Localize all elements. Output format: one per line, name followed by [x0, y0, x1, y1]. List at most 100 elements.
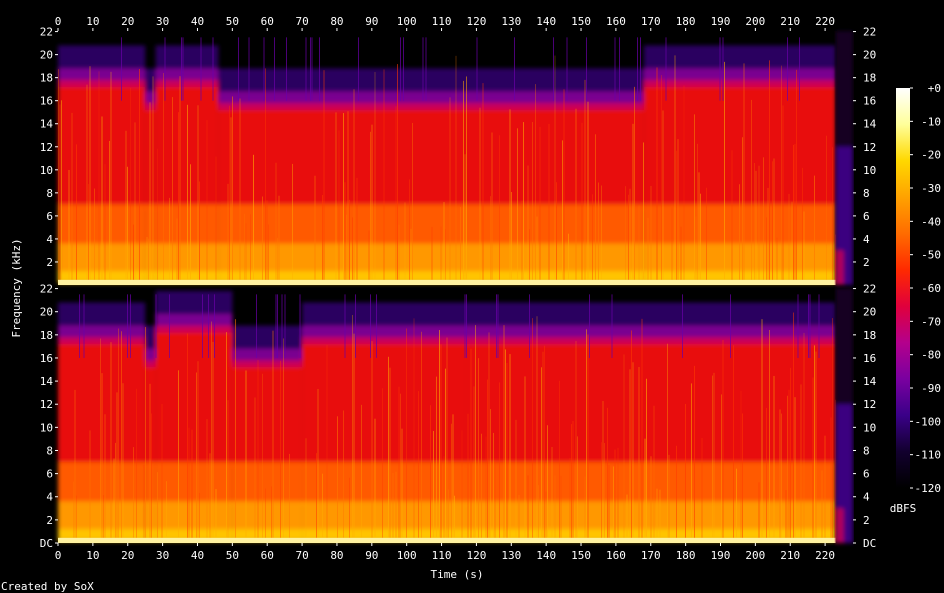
y-tick-label-right: 4 — [863, 233, 870, 246]
y-tick-label-right: 18 — [863, 72, 876, 85]
x-tick-label-bottom: 160 — [606, 549, 626, 562]
spectral-band — [58, 68, 146, 83]
x-tick-label-bottom: 220 — [815, 549, 835, 562]
colorbar-tick-label: -80 — [921, 349, 941, 362]
spectral-band — [155, 68, 219, 83]
spectrogram-channel-1 — [58, 31, 853, 285]
y-tick-label-left: 20 — [40, 306, 53, 319]
spectral-band — [643, 79, 836, 92]
spectral-band — [155, 501, 233, 532]
spectral-band — [465, 243, 644, 274]
spectral-band — [218, 243, 466, 274]
spectral-band — [145, 348, 156, 363]
x-tick-label-bottom: 140 — [536, 549, 556, 562]
x-tick-label-bottom: 70 — [295, 549, 308, 562]
colorbar-tick-label: -10 — [921, 115, 941, 128]
x-tick-label-bottom: 130 — [501, 549, 521, 562]
spectral-band — [145, 271, 156, 284]
y-tick-label-right: 6 — [863, 468, 870, 481]
spectral-band — [145, 360, 156, 372]
spectral-band — [232, 501, 303, 532]
spectral-band — [465, 102, 644, 115]
y-tick-label-left: 6 — [46, 468, 53, 481]
y-tick-label-right: DC — [863, 537, 876, 550]
spectral-band — [465, 325, 836, 340]
y-tick-label-right: 10 — [863, 421, 876, 434]
x-tick-label-top: 90 — [365, 15, 378, 28]
x-tick-label-bottom: 170 — [641, 549, 661, 562]
spectral-texture — [58, 37, 836, 282]
x-tick-label-top: 160 — [606, 15, 626, 28]
spectral-band — [465, 91, 644, 106]
colorbar-tick-label: -60 — [921, 282, 941, 295]
spectral-band — [145, 243, 156, 274]
colorbar-tick-label: -20 — [921, 149, 941, 162]
x-tick-label-top: 180 — [676, 15, 696, 28]
x-axis-top: 0 10 20 30 40 50 60 70 80 90 100 110 120 130 140 150 160… — [55, 15, 835, 31]
spectral-band — [218, 91, 466, 106]
x-tick-label-top: 220 — [815, 15, 835, 28]
dc-band — [58, 279, 836, 285]
y-tick-label-left: 12 — [40, 141, 53, 154]
spectral-band — [218, 109, 466, 211]
x-tick-label-top: 170 — [641, 15, 661, 28]
y-tick-label-right: 16 — [863, 352, 876, 365]
x-tick-label-bottom: 20 — [121, 549, 134, 562]
y-tick-label-left: 10 — [40, 164, 53, 177]
colorbar-tick-label: -70 — [921, 315, 941, 328]
y-tick-label-right: 20 — [863, 49, 876, 62]
x-tick-label-top: 60 — [261, 15, 274, 28]
spectral-texture — [73, 294, 836, 540]
x-tick-label-top: 150 — [571, 15, 591, 28]
y-tick-label-right: 14 — [863, 118, 877, 131]
y-tick-label-left: 18 — [40, 329, 53, 342]
spectral-band — [465, 204, 644, 249]
x-tick-label-bottom: 210 — [780, 549, 800, 562]
spectral-band — [58, 337, 146, 349]
spectral-band — [145, 204, 156, 249]
y-tick-label-right: 22 — [863, 283, 876, 296]
y-tick-label-right: 4 — [863, 491, 870, 504]
y-tick-label-left: 8 — [46, 187, 53, 200]
colorbar-tick-label: -110 — [915, 449, 942, 462]
x-tick-label-bottom: 110 — [432, 549, 452, 562]
spectral-band — [145, 91, 156, 106]
y-tick-label-left: 16 — [40, 352, 53, 365]
spectral-band — [155, 79, 219, 92]
y-tick-label-left: 4 — [46, 491, 53, 504]
y-tick-label-left: 2 — [46, 514, 53, 527]
x-tick-label-bottom: 0 — [55, 549, 62, 562]
y-tick-label-right: 8 — [863, 444, 870, 457]
spectral-band — [465, 109, 644, 211]
fade-out-region — [835, 31, 853, 285]
x-tick-label-top: 0 — [55, 15, 62, 28]
y-tick-label-right: 2 — [863, 256, 870, 269]
y-tick-label-right: 14 — [863, 375, 877, 388]
y-tick-label-left: 12 — [40, 398, 53, 411]
y-tick-label-left: 14 — [40, 375, 54, 388]
fade-out-region — [835, 288, 853, 543]
spectral-band — [58, 79, 146, 92]
x-tick-label-bottom: 10 — [86, 549, 99, 562]
spectral-band — [218, 204, 466, 249]
credit-label: Created by SoX — [1, 580, 94, 593]
spectral-band — [232, 367, 303, 468]
colorbar-tick-label: -50 — [921, 249, 941, 262]
colorbar-tick-label: -120 — [915, 482, 942, 495]
x-tick-label-top: 190 — [711, 15, 731, 28]
x-tick-label-bottom: 80 — [330, 549, 343, 562]
dc-band — [58, 537, 836, 543]
y-tick-label-right: 12 — [863, 398, 876, 411]
x-tick-label-bottom: 100 — [397, 549, 417, 562]
x-tick-label-top: 20 — [121, 15, 134, 28]
colorbar-label: dBFS — [890, 502, 917, 515]
y-tick-label-left: DC — [40, 537, 53, 550]
y-tick-label-right: 10 — [863, 164, 876, 177]
y-tick-label-right: 16 — [863, 95, 876, 108]
y-tick-label-left: 20 — [40, 49, 53, 62]
colorbar-ticks: +0 -10 -20 -30 -40 -50 -60 -70 -80 -90 -100 -110 -12… — [910, 82, 941, 495]
spectral-band — [145, 109, 156, 211]
spectral-band — [145, 68, 156, 101]
